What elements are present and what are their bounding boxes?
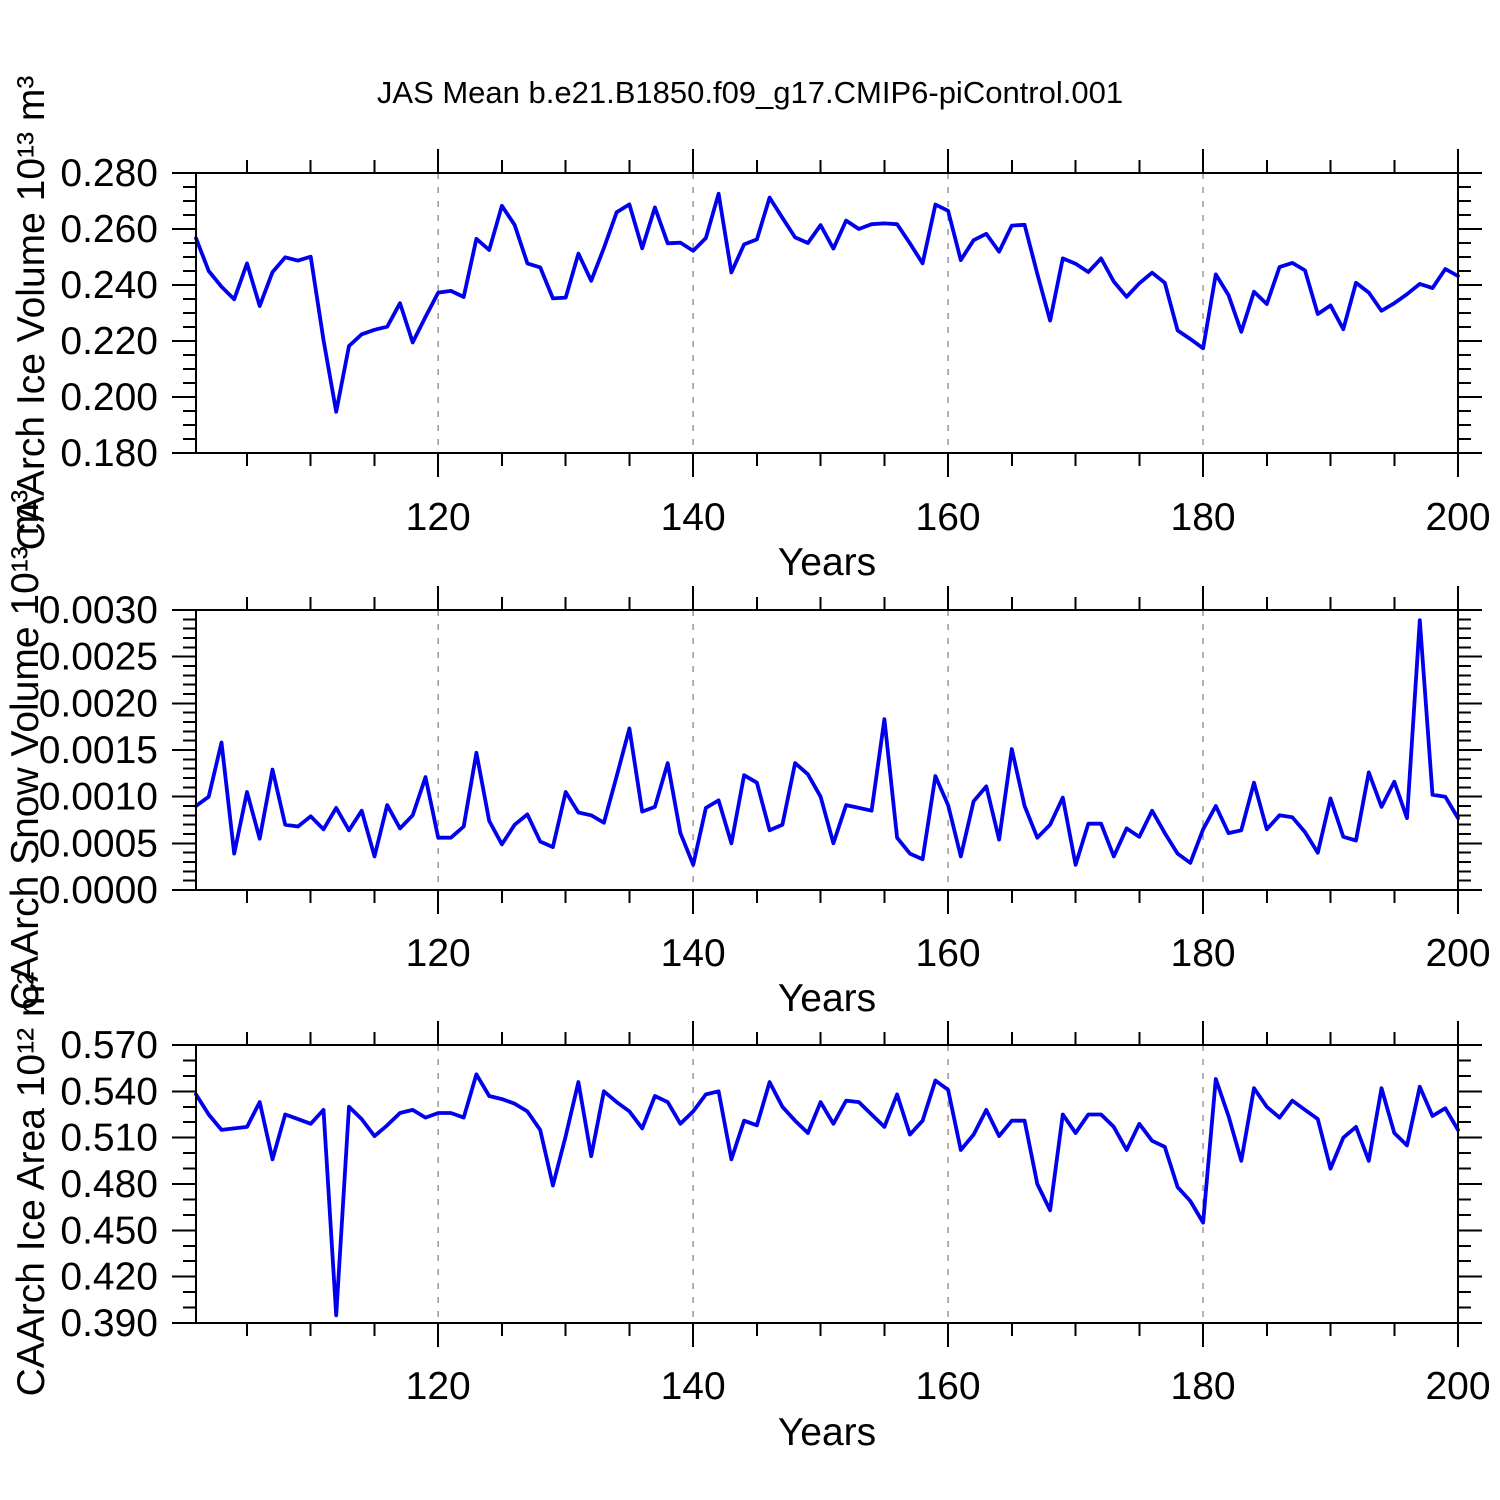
y-tick-label: 0.540 xyxy=(60,1070,158,1113)
y-tick-label: 0.280 xyxy=(60,152,158,195)
panel2-x-axis-title: Years xyxy=(777,977,877,1020)
x-tick-label: 160 xyxy=(916,496,981,539)
y-tick-label: 0.180 xyxy=(60,432,158,475)
panel2-y-axis-title-text: CAArch Snow Volume 10¹³ m³ xyxy=(4,489,47,1011)
x-tick-label: 120 xyxy=(406,932,471,975)
x-tick-label: 120 xyxy=(406,496,471,539)
x-tick-label: 200 xyxy=(1425,1365,1490,1408)
panel-1: 120 140 160 180 200 0.180 0.200 0.220 0.240 0.260… xyxy=(60,149,1491,539)
x-tick-label: 200 xyxy=(1425,496,1490,539)
y-tick-label: 0.0010 xyxy=(39,776,158,819)
y-tick-label: 0.390 xyxy=(60,1302,158,1345)
plot-frame xyxy=(195,609,1459,891)
y-tick-label: 0.220 xyxy=(60,320,158,363)
y-tick-label: 0.0015 xyxy=(39,729,158,772)
y-tick-label: 0.0020 xyxy=(39,682,158,725)
x-tick-label: 140 xyxy=(661,932,726,975)
chart-title: JAS Mean b.e21.B1850.f09_g17.CMIP6-piCon… xyxy=(376,75,1124,110)
y-tick-label: 0.420 xyxy=(60,1256,158,1299)
y-tick-label: 0.260 xyxy=(60,208,158,251)
x-tick-label: 200 xyxy=(1425,932,1490,975)
y-tick-label: 0.480 xyxy=(60,1163,158,1206)
panel1-x-axis-title: Years xyxy=(777,541,877,584)
x-tick-label: 180 xyxy=(1171,496,1236,539)
x-tick-label: 160 xyxy=(916,932,981,975)
y-tick-label: 0.570 xyxy=(60,1024,158,1067)
panel-2: 120 140 160 180 2000.00000.00050.00100.00150… xyxy=(39,586,1491,975)
x-tick-label: 140 xyxy=(661,496,726,539)
panel3-y-axis-title-text: CAArch Ice Area 10¹² m² xyxy=(10,971,53,1397)
plot-frame xyxy=(195,1044,1459,1324)
y-tick-label: 0.0005 xyxy=(39,822,158,865)
y-tick-label: 0.200 xyxy=(60,376,158,419)
x-tick-label: 160 xyxy=(916,1365,981,1408)
x-tick-label: 140 xyxy=(661,1365,726,1408)
series-line-caarch-ice-area xyxy=(194,1072,1460,1318)
panel1-y-axis-title-text: CAArch Ice Volume 10¹³ m³ xyxy=(10,75,53,551)
x-tick-label: 180 xyxy=(1171,1365,1236,1408)
panel-3: 120 140 160 180 200 0.3900.4200.4500.4800.510… xyxy=(60,1021,1491,1408)
y-tick-label: 0.0025 xyxy=(39,636,158,679)
x-tick-label: 180 xyxy=(1171,932,1236,975)
y-tick-label: 0.0030 xyxy=(39,589,158,632)
series-line-caarch-snow-volume xyxy=(194,618,1460,867)
panel3-x-axis-title: Years xyxy=(777,1411,877,1454)
series-line-caarch-ice-volume xyxy=(194,191,1460,414)
y-tick-label: 0.510 xyxy=(60,1117,158,1160)
plot-frame xyxy=(195,172,1459,454)
y-tick-label: 0.240 xyxy=(60,264,158,307)
y-tick-label: 0.450 xyxy=(60,1209,158,1252)
y-tick-label: 0.0000 xyxy=(39,869,158,912)
x-tick-label: 120 xyxy=(406,1365,471,1408)
